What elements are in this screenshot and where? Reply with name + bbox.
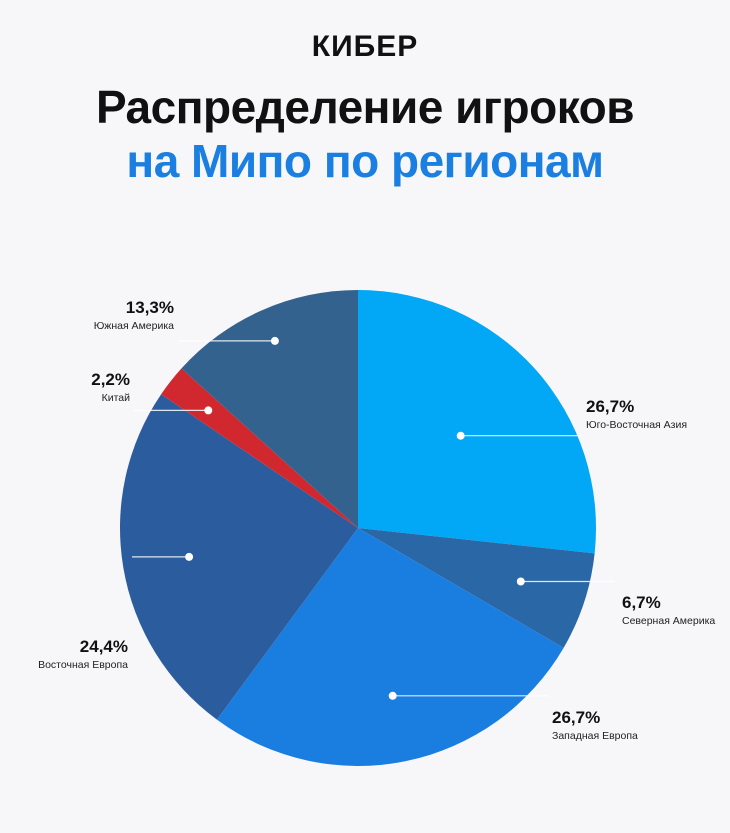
brand-logo: КИБЕР (311, 30, 419, 63)
leader-dot-4 (204, 406, 213, 415)
pie-slice-1 (358, 528, 595, 648)
slice-name-label-2: Западная Европа (552, 730, 638, 742)
slice-value-label-0: 26,7% (586, 397, 634, 416)
chart-title-line2: на Мипо по регионам (126, 135, 604, 187)
pie-slice-5 (181, 290, 358, 528)
leader-dot-5 (270, 336, 279, 345)
pie-slice-2 (216, 528, 564, 766)
slice-name-label-0: Юго-Восточная Азия (586, 419, 687, 431)
chart-title-line1: Распределение игроков (95, 81, 635, 133)
pie-slice-3 (119, 394, 358, 720)
slice-value-label-4: 2,2% (91, 370, 130, 389)
slice-name-label-5: Южная Америка (94, 320, 174, 332)
pie-slice-0 (358, 290, 596, 554)
leader-dot-2 (388, 691, 397, 700)
slice-name-label-3: Восточная Европа (38, 659, 128, 671)
slice-value-label-5: 13,3% (126, 298, 174, 317)
slice-value-label-2: 26,7% (552, 708, 600, 727)
leader-dot-3 (185, 552, 194, 561)
slice-name-label-4: Китай (102, 392, 131, 404)
slice-value-label-3: 24,4% (80, 637, 128, 656)
leader-dot-0 (456, 431, 465, 440)
slice-value-label-1: 6,7% (622, 593, 661, 612)
slice-name-label-1: Северная Америка (622, 615, 715, 627)
leader-dot-1 (516, 577, 525, 586)
